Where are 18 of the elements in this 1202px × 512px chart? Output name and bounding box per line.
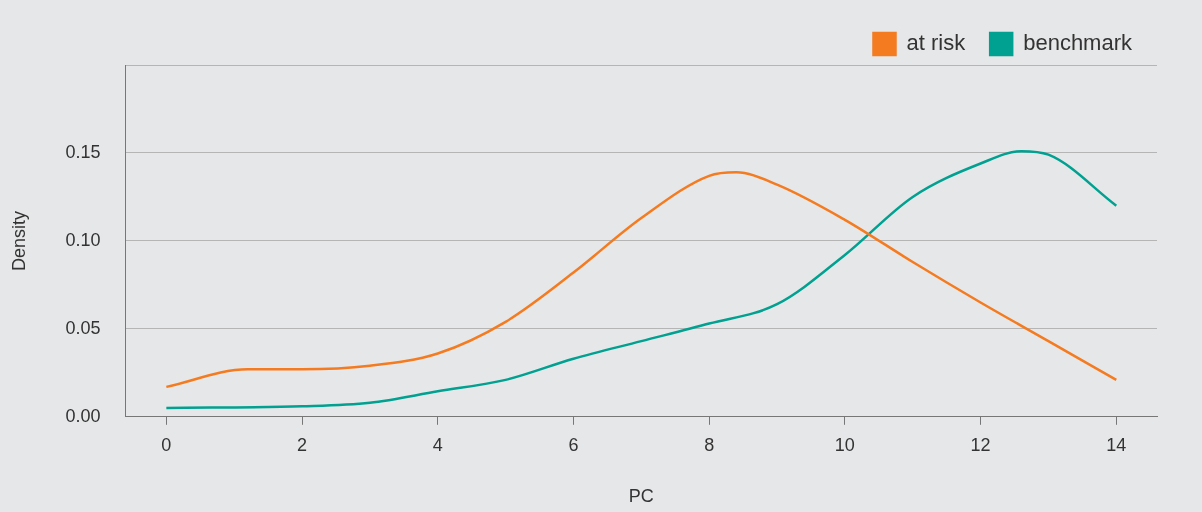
x-axis-title: PC xyxy=(628,486,654,507)
x-tick-label: 12 xyxy=(970,434,991,455)
line-series xyxy=(165,171,1118,389)
x-tick-label: 4 xyxy=(432,434,443,455)
x-tick-label: 2 xyxy=(297,434,308,455)
line-series xyxy=(165,149,1118,410)
x-tick-label: 0 xyxy=(161,434,172,455)
legend-label: at risk xyxy=(906,30,967,56)
y-tick-label: 0.05 xyxy=(65,317,101,338)
y-axis-title: Density xyxy=(8,210,29,271)
y-tick-label: 0.15 xyxy=(65,141,101,162)
x-tick-label: 6 xyxy=(568,434,579,455)
x-tick-label: 8 xyxy=(704,434,715,455)
y-tick-label: 0.10 xyxy=(65,229,101,250)
x-tick-label: 14 xyxy=(1106,434,1127,455)
y-tick-label: 0.00 xyxy=(65,405,101,426)
x-tick-label: 10 xyxy=(834,434,855,455)
legend-label: benchmark xyxy=(1023,30,1133,56)
